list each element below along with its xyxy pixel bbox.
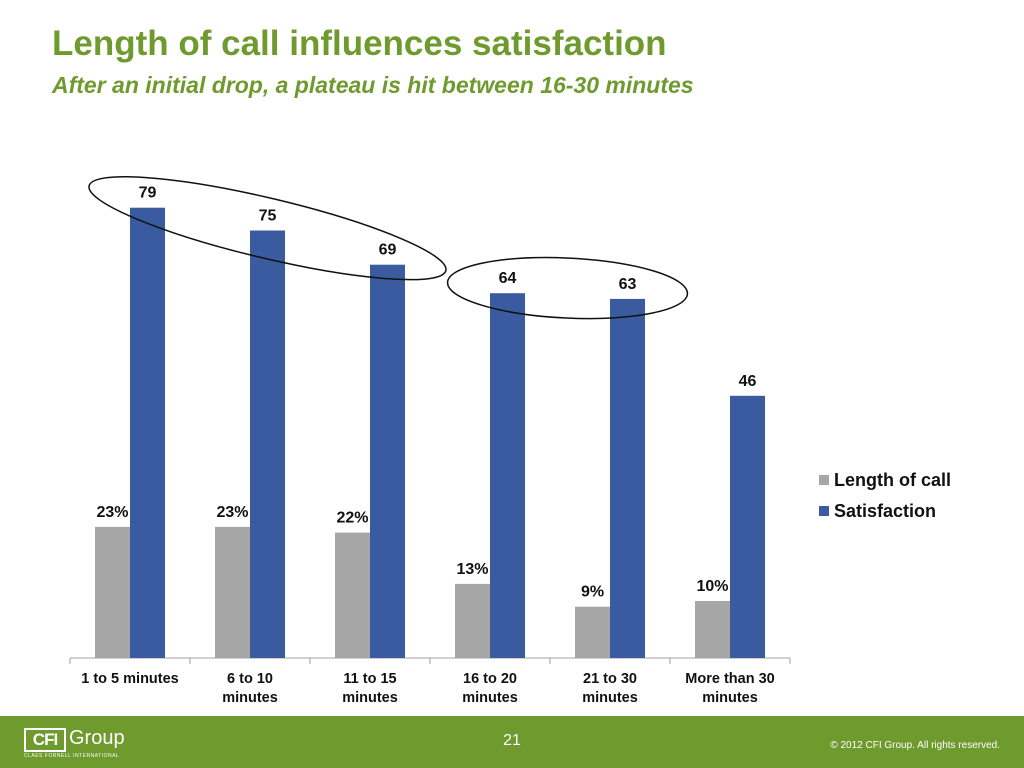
slide-subtitle: After an initial drop, a plateau is hit … bbox=[52, 72, 694, 98]
bar-chart: 23% 23% 22% 13% 9% 10% 79 75 69 64 63 46 1 to 5 minu… bbox=[69, 176, 951, 706]
slide-title: Length of call influences satisfaction bbox=[52, 24, 667, 63]
bar-satisfaction bbox=[730, 395, 765, 658]
logo-wordmark: Group bbox=[69, 727, 125, 749]
legend-swatch bbox=[819, 506, 829, 516]
data-label: 23% bbox=[216, 504, 248, 521]
highlight-ellipse bbox=[446, 256, 689, 320]
category-label: minutes bbox=[582, 690, 638, 706]
data-label: 22% bbox=[336, 510, 368, 527]
category-label: 11 to 15 bbox=[343, 671, 396, 687]
data-label: 63 bbox=[619, 276, 637, 293]
data-label: 23% bbox=[96, 504, 128, 521]
copyright-notice: © 2012 CFI Group. All rights reserved. bbox=[830, 740, 1000, 751]
data-label: 10% bbox=[696, 578, 728, 595]
logo-box: CFI bbox=[24, 728, 66, 752]
bar-length-of-call bbox=[575, 606, 610, 658]
category-label: More than 30 bbox=[685, 671, 774, 687]
category-label: 6 to 10 bbox=[227, 671, 273, 687]
category-label: minutes bbox=[222, 690, 278, 706]
bar-satisfaction bbox=[370, 264, 405, 658]
page-number: 21 bbox=[503, 732, 521, 749]
category-label: minutes bbox=[342, 690, 398, 706]
bar-length-of-call bbox=[95, 526, 130, 658]
bar-satisfaction bbox=[130, 207, 165, 658]
bar-satisfaction bbox=[250, 230, 285, 658]
category-label: minutes bbox=[702, 690, 758, 706]
highlight-ellipse bbox=[88, 176, 447, 281]
data-label: 9% bbox=[581, 584, 604, 601]
data-label: 46 bbox=[739, 373, 757, 390]
bar-satisfaction bbox=[490, 293, 525, 658]
category-label: 16 to 20 bbox=[463, 671, 517, 687]
bar-satisfaction bbox=[610, 298, 645, 658]
logo-tagline: CLAES FORNELL INTERNATIONAL bbox=[24, 753, 120, 759]
legend-label: Satisfaction bbox=[834, 501, 936, 521]
category-label: minutes bbox=[462, 690, 518, 706]
data-label: 79 bbox=[139, 185, 157, 202]
category-label: 1 to 5 minutes bbox=[81, 671, 179, 687]
data-label: 64 bbox=[499, 270, 517, 287]
data-label: 75 bbox=[259, 208, 277, 225]
legend-label: Length of call bbox=[834, 470, 951, 490]
data-label: 13% bbox=[456, 561, 488, 578]
category-label: 21 to 30 bbox=[583, 671, 637, 687]
data-label: 69 bbox=[379, 242, 397, 259]
footer-bar: CFI Group CLAES FORNELL INTERNATIONAL 21… bbox=[0, 716, 1024, 768]
bar-length-of-call bbox=[695, 601, 730, 658]
bar-length-of-call bbox=[335, 532, 370, 658]
legend-swatch bbox=[819, 475, 829, 485]
bar-length-of-call bbox=[455, 583, 490, 658]
bar-length-of-call bbox=[215, 526, 250, 658]
